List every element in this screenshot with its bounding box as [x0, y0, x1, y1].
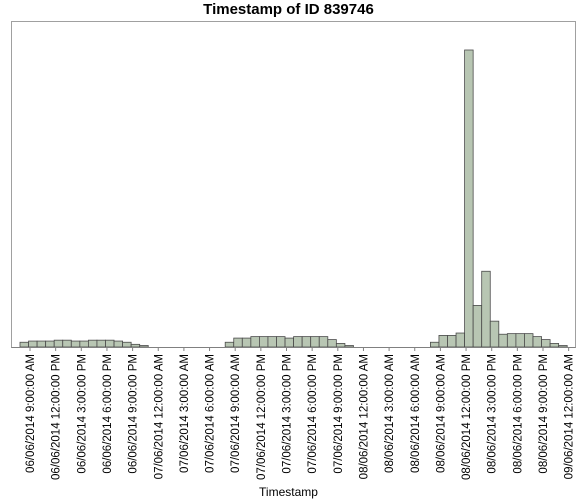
histogram-bar — [455, 332, 465, 348]
histogram-bar — [284, 337, 294, 348]
x-tick-label: 07/06/2014 3:00:00 PM — [282, 354, 294, 474]
histogram-bar — [438, 335, 448, 348]
x-tick-label: 07/06/2014 12:00:00 PM — [256, 354, 268, 480]
histogram-bar — [241, 337, 252, 348]
x-tick-label: 06/06/2014 12:00:00 PM — [51, 354, 63, 480]
x-tick-label: 08/06/2014 9:00:00 AM — [435, 354, 447, 473]
x-tick-label: 07/06/2014 6:00:00 PM — [307, 354, 319, 474]
x-tick-label: 08/06/2014 12:00:00 PM — [461, 354, 473, 480]
x-tick-label: 08/06/2014 3:00:00 AM — [384, 354, 396, 473]
histogram-bar — [70, 340, 81, 348]
histogram-bar — [293, 336, 303, 348]
x-tick-label: 07/06/2014 9:00:00 AM — [230, 354, 242, 473]
histogram-bar — [105, 339, 115, 348]
histogram-bar — [45, 340, 55, 348]
x-tick-label: 06/06/2014 9:00:00 AM — [25, 354, 37, 473]
histogram-bar — [327, 339, 337, 348]
histogram-bar — [276, 336, 286, 348]
x-tick-label: 07/06/2014 6:00:00 AM — [205, 354, 217, 473]
x-tick-label: 08/06/2014 12:00:00 AM — [358, 354, 370, 479]
x-tick-label: 07/06/2014 3:00:00 AM — [179, 354, 191, 473]
x-axis-label: Timestamp — [259, 485, 318, 499]
x-tick-label: 09/06/2014 12:00:00 AM — [564, 354, 576, 479]
histogram-bar — [429, 341, 440, 348]
histogram-bar — [96, 339, 106, 348]
histogram-bar — [335, 343, 346, 348]
histogram-bar — [318, 336, 329, 348]
histogram-bar — [344, 345, 354, 348]
histogram-bar — [515, 333, 525, 348]
histogram-bar — [130, 343, 141, 348]
histogram-bar — [224, 341, 235, 348]
histogram-bar — [498, 333, 508, 348]
histogram-bar — [301, 336, 312, 348]
x-tick-label: 07/06/2014 9:00:00 PM — [333, 354, 345, 474]
histogram-bar — [19, 341, 29, 348]
histogram-bar — [113, 340, 124, 348]
histogram-bar — [139, 345, 149, 348]
x-tick-labels-group: 06/06/2014 9:00:00 AM 06/06/2014 12:00:00… — [25, 354, 576, 480]
histogram-bar — [79, 340, 89, 348]
bars-group — [19, 49, 568, 348]
histogram-bar — [506, 333, 517, 348]
x-ticks-group — [29, 347, 570, 351]
x-tick-label: 06/06/2014 6:00:00 PM — [102, 354, 114, 474]
histogram-bar — [258, 336, 269, 348]
histogram-bar — [36, 340, 47, 348]
x-tick-label: 08/06/2014 3:00:00 PM — [487, 354, 499, 474]
histogram-bar — [62, 339, 72, 348]
x-tick-label: 07/06/2014 12:00:00 AM — [153, 354, 165, 479]
histogram-bar — [549, 343, 560, 348]
chart-title: Timestamp of ID 839746 — [203, 1, 374, 18]
histogram-bar — [267, 336, 277, 348]
histogram-bar — [489, 320, 500, 348]
histogram-bar — [310, 336, 320, 348]
x-tick-label: 06/06/2014 9:00:00 PM — [128, 354, 140, 474]
histogram-bar — [250, 336, 260, 348]
histogram-bar — [558, 345, 568, 348]
histogram-bar — [88, 339, 98, 348]
histogram-bar — [122, 341, 132, 348]
histogram-bar — [532, 336, 542, 348]
histogram-bar — [447, 335, 457, 348]
histogram-bar — [28, 340, 38, 348]
plot-frame — [11, 21, 576, 348]
x-tick-label: 08/06/2014 6:00:00 AM — [410, 354, 422, 473]
histogram-bar — [472, 305, 483, 348]
histogram-bar — [524, 333, 534, 348]
x-tick-label: 06/06/2014 3:00:00 PM — [76, 354, 88, 474]
histogram-bar — [233, 337, 243, 348]
histogram-bar — [541, 339, 551, 348]
histogram-bar — [481, 270, 491, 348]
histogram-bar — [53, 339, 64, 348]
x-tick-label: 08/06/2014 6:00:00 PM — [512, 354, 524, 474]
x-tick-label: 08/06/2014 9:00:00 PM — [538, 354, 550, 474]
histogram-bar — [464, 49, 474, 348]
